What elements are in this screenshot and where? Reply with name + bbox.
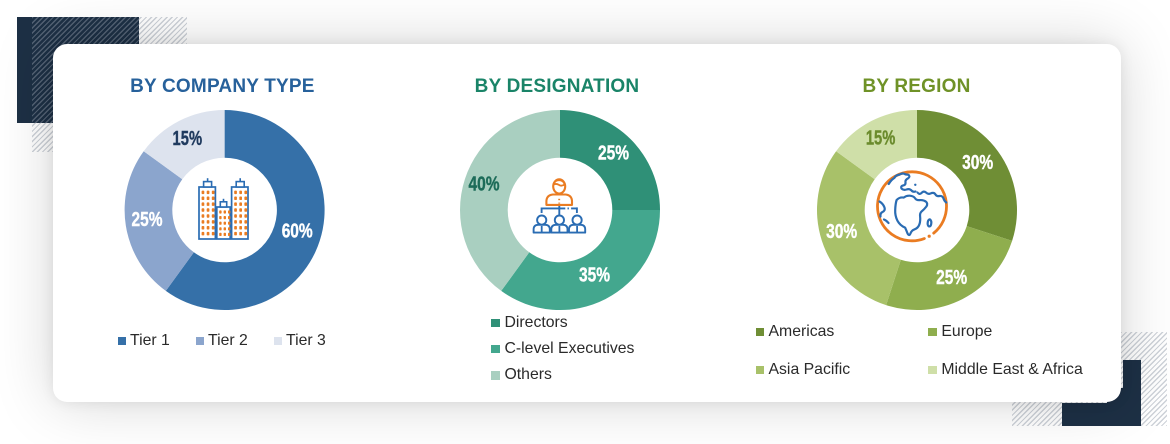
svg-text:15%: 15%	[173, 128, 203, 150]
svg-text:35%: 35%	[579, 264, 610, 286]
svg-text:15%: 15%	[866, 127, 896, 149]
svg-text:60%: 60%	[282, 220, 313, 242]
svg-text:30%: 30%	[826, 221, 857, 243]
svg-text:40%: 40%	[469, 173, 500, 195]
svg-text:30%: 30%	[962, 152, 993, 174]
svg-text:25%: 25%	[598, 142, 629, 164]
svg-text:25%: 25%	[132, 209, 163, 231]
svg-text:25%: 25%	[936, 267, 967, 289]
